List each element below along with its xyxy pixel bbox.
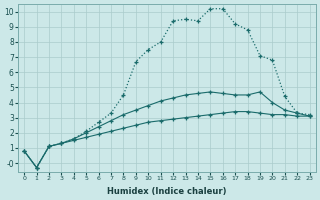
X-axis label: Humidex (Indice chaleur): Humidex (Indice chaleur) [107,187,227,196]
